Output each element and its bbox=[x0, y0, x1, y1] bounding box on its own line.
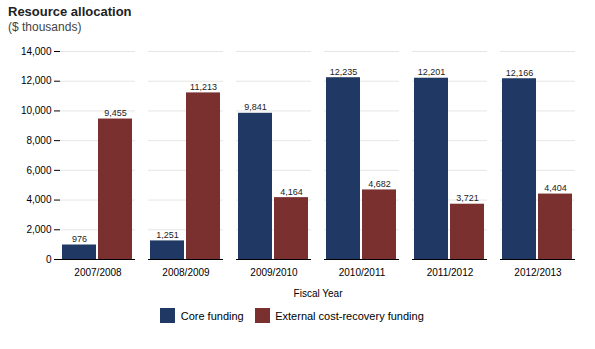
svg-text:6,000: 6,000 bbox=[26, 165, 51, 176]
svg-text:11,213: 11,213 bbox=[190, 82, 217, 92]
html-text:External cost-recovery funding: External cost-recovery funding bbox=[275, 309, 424, 322]
svg-text:1,251: 1,251 bbox=[156, 230, 179, 240]
svg-text:2011/2012: 2011/2012 bbox=[427, 267, 474, 278]
svg-text:2007/2008: 2007/2008 bbox=[74, 267, 122, 278]
svg-text:2012/2013: 2012/2013 bbox=[514, 267, 562, 278]
svg-text:9,841: 9,841 bbox=[244, 102, 267, 112]
svg-text:4,682: 4,682 bbox=[368, 179, 391, 189]
svg-text:4,000: 4,000 bbox=[26, 194, 51, 205]
svg-text:14,000: 14,000 bbox=[21, 46, 52, 57]
svg-text:0: 0 bbox=[46, 254, 52, 265]
html-text:Core funding: Core funding bbox=[180, 309, 244, 322]
svg-text:2009/2010: 2009/2010 bbox=[250, 267, 298, 278]
svg-text:976: 976 bbox=[72, 234, 87, 244]
svg-text:Fiscal Year: Fiscal Year bbox=[294, 288, 344, 299]
svg-text:4,404: 4,404 bbox=[544, 183, 567, 193]
svg-text:12,201: 12,201 bbox=[418, 67, 446, 77]
svg-text:12,166: 12,166 bbox=[506, 68, 534, 78]
svg-text:3,721: 3,721 bbox=[456, 193, 479, 203]
svg-text:2008/2009: 2008/2009 bbox=[162, 267, 210, 278]
html-text:Resource allocation: Resource allocation bbox=[8, 4, 132, 19]
svg-text:4,164: 4,164 bbox=[280, 187, 303, 197]
svg-text:9,455: 9,455 bbox=[104, 108, 127, 118]
svg-text:2010/2011: 2010/2011 bbox=[339, 267, 386, 278]
svg-text:12,235: 12,235 bbox=[330, 67, 358, 77]
html-text:($ thousands): ($ thousands) bbox=[8, 20, 82, 34]
svg-text:2,000: 2,000 bbox=[26, 224, 51, 235]
svg-text:10,000: 10,000 bbox=[21, 105, 52, 116]
svg-text:12,000: 12,000 bbox=[21, 75, 52, 86]
svg-text:8,000: 8,000 bbox=[26, 135, 51, 146]
